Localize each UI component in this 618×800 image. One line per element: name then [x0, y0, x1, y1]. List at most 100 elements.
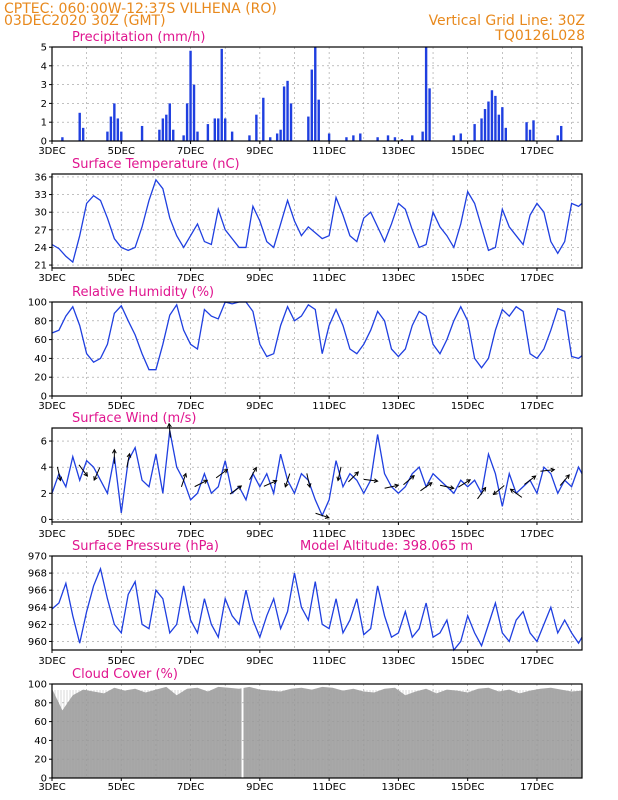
wind-xtick-label: 11DEC: [312, 529, 346, 540]
pressure-xtick-label: 13DEC: [382, 656, 416, 667]
precip-bar: [345, 137, 348, 141]
precip-bar: [269, 137, 272, 141]
cloud-cover-xtick-label: 15DEC: [451, 782, 485, 793]
precip-bar: [393, 137, 397, 141]
precip-bar: [275, 133, 279, 141]
precip-bar: [168, 103, 171, 141]
precipitation-xtick-label: 11DEC: [312, 146, 346, 157]
precip-bar: [140, 125, 144, 141]
wind-arrow: [559, 474, 570, 486]
humidity-series-line: [51, 301, 583, 371]
precip-bar: [182, 135, 185, 141]
wind-ytick-label: 6: [41, 437, 47, 448]
cloud-cover-xtick-label: 5DEC: [108, 782, 135, 793]
header-model-code: TQ0126L028: [494, 28, 585, 44]
precip-bar: [400, 139, 404, 141]
wind-panel: 0 2 4 6 3DEC 5DEC 7DEC 9DEC 11DEC 13DEC 15DEC 17DEC…: [38, 411, 583, 540]
precipitation-xtick-label: 7DEC: [177, 146, 204, 157]
wind-arrow: [126, 452, 132, 468]
humidity-xtick-label: 17DEC: [520, 401, 554, 412]
precipitation-xtick-label: 17DEC: [520, 146, 554, 157]
precip-bar: [116, 118, 120, 141]
temperature-xtick-label: 13DEC: [382, 273, 416, 284]
pressure-xtick-label: 15DEC: [451, 656, 485, 667]
wind-ytick-label: 0: [41, 515, 47, 526]
wind-series-line: [51, 430, 583, 518]
precip-bar: [327, 133, 331, 141]
wind-arrow: [363, 478, 379, 484]
cloud-cover-ytick-label: 0: [41, 774, 47, 785]
precip-bar: [421, 131, 424, 141]
humidity-xtick-label: 15DEC: [451, 401, 485, 412]
humidity-xtick-label: 11DEC: [312, 401, 346, 412]
humidity-xtick-label: 7DEC: [177, 401, 204, 412]
precipitation-title: Precipitation (mm/h): [72, 30, 205, 45]
wind-arrow: [348, 471, 360, 483]
humidity-xtick-label: 13DEC: [382, 401, 416, 412]
humidity-xtick-label: 3DEC: [38, 401, 65, 412]
precip-bar: [113, 103, 116, 141]
wind-arrow: [180, 472, 188, 488]
wind-arrow: [167, 422, 172, 438]
wind-arrow: [93, 467, 101, 482]
precipitation-ytick-label: 5: [41, 43, 47, 54]
wind-arrow: [540, 467, 556, 473]
precip-bar: [109, 116, 113, 141]
humidity-panel: 0 20 40 60 80 100 3DEC 5DEC 7DEC 9DEC 11DEC 13DEC 15…: [28, 285, 583, 412]
pressure-xtick-label: 7DEC: [177, 656, 204, 667]
wind-title: Surface Wind (m/s): [72, 411, 196, 426]
pressure-xtick-label: 9DEC: [246, 656, 273, 667]
meteogram-panels: 0 1 2 3 4 5 3DEC 5DEC 7DEC 9DEC 11DEC 13DEC 15DEC 17D…: [28, 30, 583, 793]
humidity-ytick-label: 20: [34, 373, 47, 384]
cloud-cover-xtick-label: 9DEC: [246, 782, 273, 793]
precip-bar: [483, 109, 487, 141]
cloud-cover-panel: 0 20 40 60 80 100 3DEC 5DEC 7DEC 9DEC 11DEC 13DEC 15…: [28, 667, 583, 793]
precip-bar: [310, 69, 314, 141]
precip-bar: [411, 135, 414, 141]
cloud-cover-ytick-label: 60: [34, 717, 47, 728]
wind-xtick-label: 13DEC: [382, 529, 416, 540]
wind-ytick-label: 2: [41, 489, 47, 500]
precip-bar: [78, 112, 81, 141]
precip-bar: [473, 124, 476, 141]
pressure-xtick-label: 5DEC: [108, 656, 135, 667]
cloud-cover-ytick-label: 40: [34, 736, 47, 747]
precip-bar: [525, 122, 528, 141]
temperature-series-line: [51, 178, 583, 264]
wind-arrow: [78, 464, 89, 477]
temperature-xtick-label: 9DEC: [246, 273, 273, 284]
precip-bar: [497, 114, 501, 141]
precipitation-plot-area: [52, 47, 582, 141]
cloud-cover-xtick-label: 13DEC: [382, 782, 416, 793]
wind-arrow: [384, 483, 400, 489]
temperature-panel: 21 24 27 30 33 36 3DEC 5DEC 7DEC 9DEC 11DEC 13DEC 15…: [34, 157, 583, 284]
wind-arrow: [477, 486, 487, 500]
precip-bar: [262, 97, 265, 141]
header-date: 03DEC2020 30Z (GMT): [4, 13, 166, 29]
precip-bar: [289, 103, 293, 141]
precip-bar: [224, 118, 227, 141]
cloud-cover-title: Cloud Cover (%): [72, 667, 178, 682]
cloud-cover-xtick-label: 11DEC: [312, 782, 346, 793]
temperature-ytick-label: 21: [34, 261, 47, 272]
precip-bar: [490, 90, 494, 141]
pressure-panel: 960 962 964 966 968 970 3DEC 5DEC 7DEC 9DEC 11DEC 1…: [28, 539, 583, 667]
pressure-xtick-label: 11DEC: [312, 656, 346, 667]
wind-arrow: [524, 475, 537, 485]
precip-bar: [248, 135, 251, 141]
precip-bar: [307, 116, 310, 141]
precip-bar: [206, 124, 210, 141]
precipitation-frame: [51, 46, 583, 142]
wind-arrow: [492, 485, 505, 496]
temperature-ytick-label: 36: [34, 172, 47, 183]
pressure-frame: [51, 555, 583, 651]
humidity-ytick-label: 0: [41, 392, 47, 403]
precip-bar: [376, 137, 379, 141]
pressure-xtick-label: 17DEC: [520, 656, 554, 667]
precip-bar: [556, 135, 559, 141]
pressure-series-line: [51, 566, 583, 652]
temperature-ytick-label: 27: [34, 225, 47, 236]
pressure-xtick-label: 3DEC: [38, 656, 65, 667]
wind-xtick-label: 5DEC: [108, 529, 135, 540]
precip-bar: [158, 129, 161, 141]
